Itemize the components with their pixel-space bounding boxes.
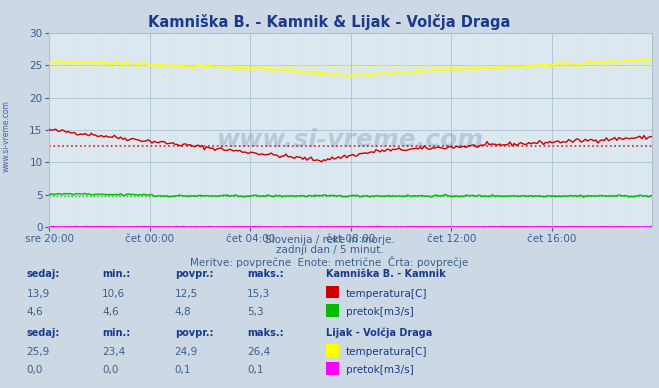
Text: 25,9: 25,9 — [26, 347, 49, 357]
Text: zadnji dan / 5 minut.: zadnji dan / 5 minut. — [275, 245, 384, 255]
Text: 5,3: 5,3 — [247, 307, 264, 317]
Text: maks.:: maks.: — [247, 269, 284, 279]
Text: 10,6: 10,6 — [102, 289, 125, 299]
Text: pretok[m3/s]: pretok[m3/s] — [346, 307, 414, 317]
Text: Kamniška B. - Kamnik: Kamniška B. - Kamnik — [326, 269, 446, 279]
Text: Slovenija / reke in morje.: Slovenija / reke in morje. — [264, 235, 395, 245]
Text: www.si-vreme.com: www.si-vreme.com — [217, 128, 484, 152]
Text: 0,0: 0,0 — [102, 365, 119, 375]
Text: www.si-vreme.com: www.si-vreme.com — [2, 100, 11, 172]
Text: Lijak - Volčja Draga: Lijak - Volčja Draga — [326, 327, 432, 338]
Text: min.:: min.: — [102, 327, 130, 338]
Text: Meritve: povprečne  Enote: metrične  Črta: povprečje: Meritve: povprečne Enote: metrične Črta:… — [190, 256, 469, 268]
Text: 23,4: 23,4 — [102, 347, 125, 357]
Text: 26,4: 26,4 — [247, 347, 270, 357]
Text: 24,9: 24,9 — [175, 347, 198, 357]
Text: sedaj:: sedaj: — [26, 327, 60, 338]
Text: 0,1: 0,1 — [175, 365, 191, 375]
Text: 12,5: 12,5 — [175, 289, 198, 299]
Text: pretok[m3/s]: pretok[m3/s] — [346, 365, 414, 375]
Text: 15,3: 15,3 — [247, 289, 270, 299]
Text: min.:: min.: — [102, 269, 130, 279]
Text: povpr.:: povpr.: — [175, 327, 213, 338]
Text: 13,9: 13,9 — [26, 289, 49, 299]
Text: sedaj:: sedaj: — [26, 269, 60, 279]
Text: 0,0: 0,0 — [26, 365, 43, 375]
Text: maks.:: maks.: — [247, 327, 284, 338]
Text: 0,1: 0,1 — [247, 365, 264, 375]
Text: temperatura[C]: temperatura[C] — [346, 289, 428, 299]
Text: temperatura[C]: temperatura[C] — [346, 347, 428, 357]
Text: 4,8: 4,8 — [175, 307, 191, 317]
Text: 4,6: 4,6 — [102, 307, 119, 317]
Text: 4,6: 4,6 — [26, 307, 43, 317]
Text: povpr.:: povpr.: — [175, 269, 213, 279]
Text: Kamniška B. - Kamnik & Lijak - Volčja Draga: Kamniška B. - Kamnik & Lijak - Volčja Dr… — [148, 14, 511, 29]
